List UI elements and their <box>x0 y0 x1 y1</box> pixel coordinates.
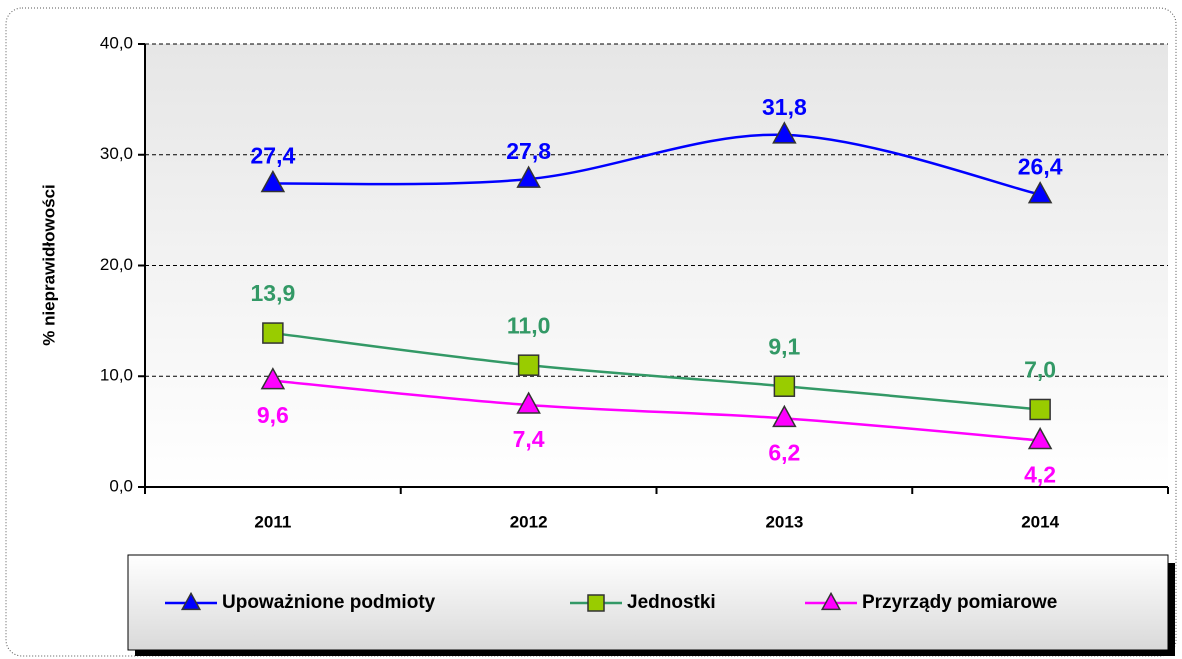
marker <box>1027 426 1053 450</box>
marker <box>260 367 286 390</box>
y-axis-label: % nieprawidłowości <box>39 184 58 346</box>
data-label: 13,9 <box>250 280 295 306</box>
data-label: 9,6 <box>257 402 289 428</box>
data-label: 4,2 <box>1024 462 1056 488</box>
marker <box>772 121 797 144</box>
y-tick-label: 40,0 <box>100 33 133 52</box>
x-tick-label: 2011 <box>254 512 291 531</box>
data-label: 6,2 <box>768 439 800 465</box>
series-line <box>272 133 1041 196</box>
data-label: 7,4 <box>513 426 545 452</box>
marker <box>1027 181 1053 204</box>
x-tick-label: 2013 <box>765 512 803 531</box>
marker <box>772 404 797 428</box>
marker <box>260 169 286 193</box>
data-label: 26,4 <box>1018 154 1063 180</box>
data-label: 9,1 <box>768 333 800 359</box>
series-line <box>272 331 1041 411</box>
data-label: 27,8 <box>506 138 551 164</box>
marker <box>516 165 541 188</box>
marker <box>773 375 796 397</box>
data-label: 11,0 <box>507 312 551 338</box>
y-tick-label: 30,0 <box>100 144 133 163</box>
x-tick-label: 2012 <box>510 512 548 531</box>
legend <box>127 554 1169 651</box>
marker <box>517 354 540 376</box>
x-tick-label: 2014 <box>1021 512 1059 531</box>
marker <box>820 591 842 611</box>
legend-label: Jednostki <box>627 592 716 613</box>
y-tick-label: 0,0 <box>109 476 133 495</box>
data-label: 7,0 <box>1024 357 1056 383</box>
data-label: 27,4 <box>250 143 295 169</box>
marker <box>587 594 605 612</box>
marker <box>1029 398 1051 421</box>
marker <box>516 391 541 414</box>
marker <box>180 591 202 611</box>
legend-label: Upoważnione podmioty <box>222 592 436 613</box>
data-label: 31,8 <box>762 94 807 120</box>
marker <box>262 322 284 344</box>
y-tick-label: 10,0 <box>100 366 133 385</box>
y-tick-label: 20,0 <box>100 255 133 274</box>
legend-label: Przyrządy pomiarowe <box>862 592 1057 613</box>
series-line <box>272 379 1041 442</box>
